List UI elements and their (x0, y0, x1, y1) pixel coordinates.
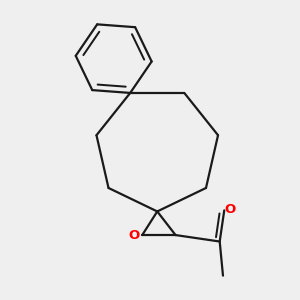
Text: O: O (224, 202, 235, 215)
Text: O: O (128, 229, 139, 242)
